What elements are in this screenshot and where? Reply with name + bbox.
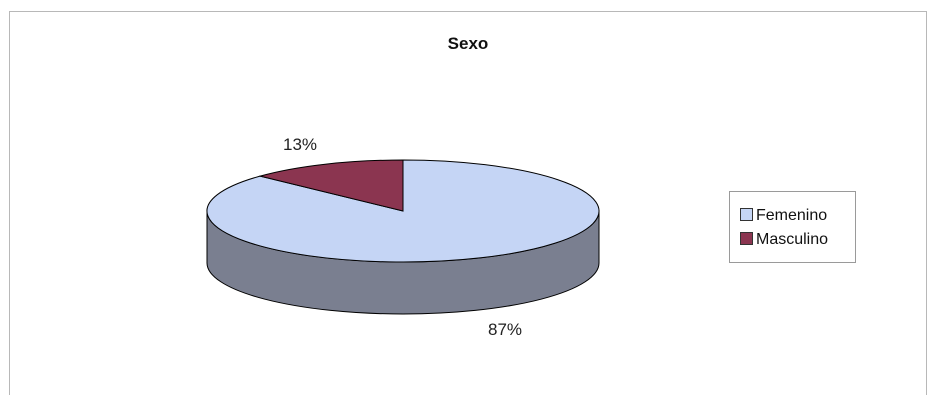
legend-swatch-masculino — [740, 232, 753, 245]
legend-label-masculino: Masculino — [756, 231, 829, 248]
chart-title: Sexo — [447, 34, 489, 53]
legend-swatch-femenino — [740, 208, 753, 221]
pie-slice-masculino — [258, 159, 404, 212]
legend-item-femenino: Femenino — [740, 206, 827, 226]
data-label-femenino: 87% — [488, 320, 522, 339]
legend-label-femenino: Femenino — [756, 207, 828, 224]
legend: Femenino Masculino — [729, 191, 856, 263]
data-label-masculino: 13% — [283, 135, 317, 154]
legend-item-masculino: Masculino — [740, 230, 828, 250]
